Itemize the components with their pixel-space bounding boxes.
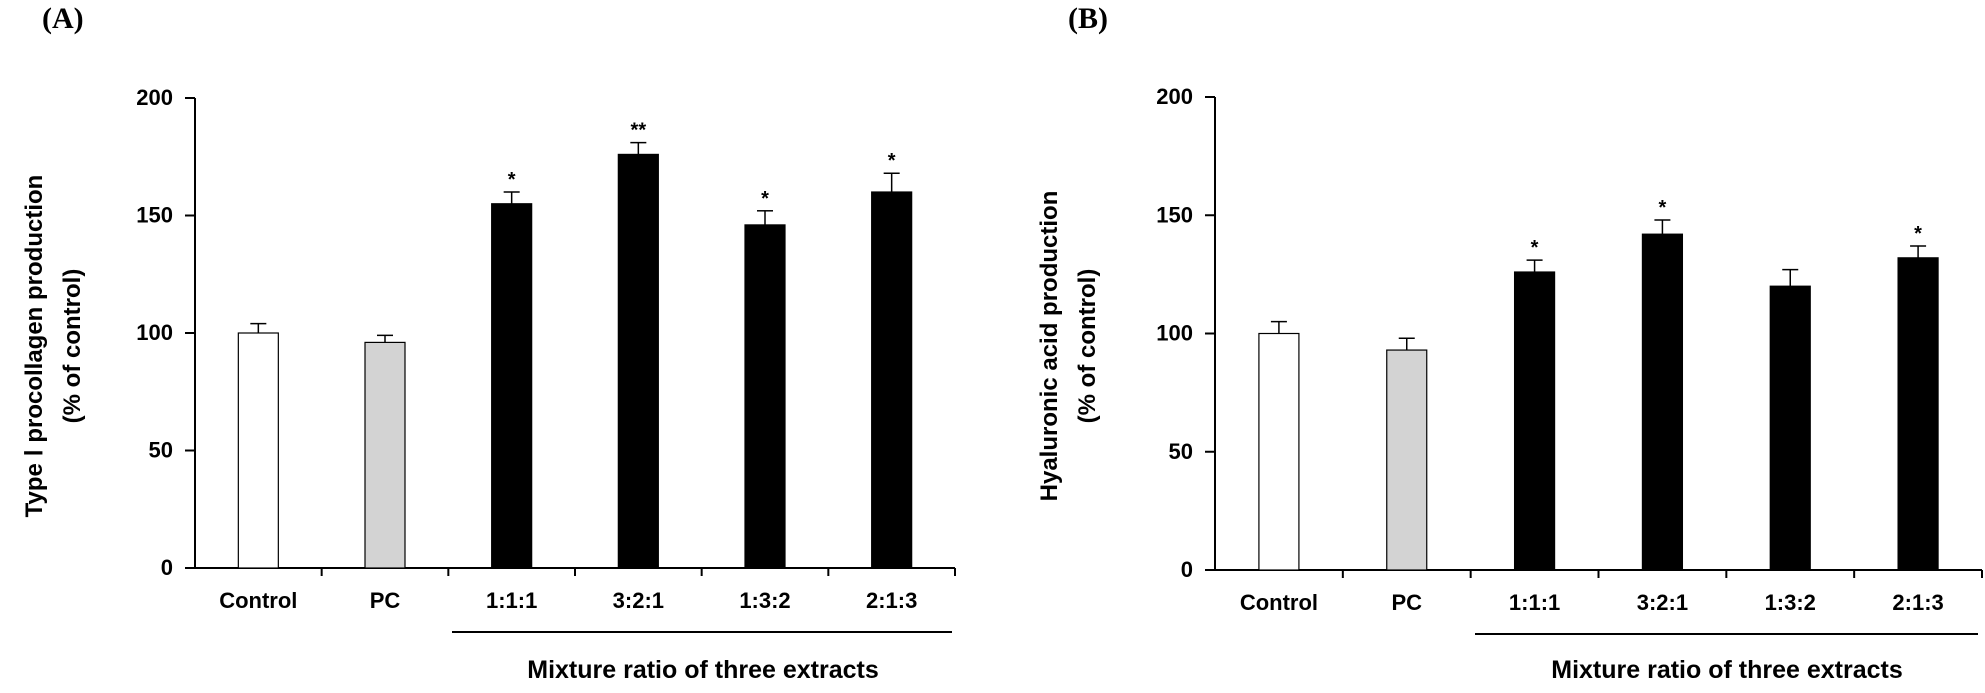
panel-a-y-tick-label: 50	[149, 438, 173, 463]
panel-a-y-axis-title: Type Ⅰ procollagen production (% of cont…	[21, 175, 86, 518]
panel-a-significance-marker: *	[761, 188, 769, 210]
panel-b-y-tick-label: 0	[1181, 557, 1193, 582]
panel-a-category-label: PC	[370, 588, 401, 613]
panel-b-bar-1-1-1	[1513, 271, 1556, 571]
panel-b-group-label: Mixture ratio of three extracts	[1551, 656, 1903, 684]
panel-a-y-tick-label: 0	[161, 555, 173, 580]
panel-a-group-label: Mixture ratio of three extracts	[527, 656, 879, 684]
panel-a-y-axis-title-line1: Type Ⅰ procollagen production	[21, 175, 48, 518]
panel-b-y-tick-label: 150	[1156, 202, 1193, 227]
panel-b-chart: (B) Hyaluronic acid production (% of con…	[1036, 2, 1983, 684]
panel-a-category-label: 1:1:1	[486, 588, 537, 613]
panel-b-significance-marker: *	[1531, 237, 1539, 259]
panel-b-label: (B)	[1068, 2, 1108, 35]
panel-b-bar-1-3-2	[1769, 285, 1811, 571]
panel-b-significance-marker: *	[1914, 223, 1922, 245]
panel-a-bar-1-3-2	[744, 224, 786, 569]
panel-a-label: (A)	[42, 2, 84, 35]
panel-b-bar-control	[1258, 332, 1300, 571]
panel-b-category-label: 1:1:1	[1509, 590, 1560, 615]
panel-a-category-label: Control	[219, 588, 297, 613]
panel-b-bar-2-1-3	[1897, 257, 1939, 571]
panel-a-y-tick-label: 150	[136, 203, 173, 228]
panel-b-category-label: PC	[1391, 590, 1422, 615]
panel-b-y-tick-label: 100	[1156, 321, 1193, 346]
panel-b-plot-area: 0 50 100 150 200 Control PC * 1:1:1 * 3:2:1 1:3:2 * 2…	[1156, 84, 1983, 635]
panel-a-category-label: 2:1:3	[866, 588, 917, 613]
panel-a-significance-marker: *	[508, 169, 516, 191]
panel-b-category-label: 1:3:2	[1765, 590, 1816, 615]
panel-b-category-label: 2:1:3	[1892, 590, 1943, 615]
panel-a-significance-marker: *	[888, 150, 896, 172]
panel-a-bar-pc	[364, 341, 406, 569]
panel-a-plot-area: 0 50 100 150 200 Control PC * 1:1:1 ** 3:2:1 * 1:3:2…	[136, 85, 956, 633]
panel-b-y-axis-title-line2: (% of control)	[1074, 269, 1101, 424]
panel-b-bar-pc	[1386, 349, 1428, 571]
panel-b-y-tick-label: 50	[1169, 439, 1193, 464]
panel-a-bar-1-1-1	[491, 203, 533, 569]
panel-a-bar-3-2-1	[617, 153, 659, 569]
panel-a-bar-2-1-3	[871, 191, 913, 569]
panel-a-significance-marker: **	[631, 120, 647, 142]
panel-b-y-axis-title-line1: Hyaluronic acid production	[1036, 191, 1063, 502]
panel-a-y-tick-label: 200	[136, 85, 173, 110]
panel-a-bar-control	[237, 332, 279, 569]
panel-a-category-label: 1:3:2	[739, 588, 790, 613]
panel-b-category-label: Control	[1240, 590, 1318, 615]
panel-a-y-tick-label: 100	[136, 320, 173, 345]
panel-b-significance-marker: *	[1659, 197, 1667, 219]
panel-b-bar-3-2-1	[1641, 233, 1684, 571]
panel-b-category-label: 3:2:1	[1637, 590, 1688, 615]
panel-b-y-axis-title: Hyaluronic acid production (% of control…	[1036, 191, 1101, 502]
panel-a-category-label: 3:2:1	[613, 588, 664, 613]
panel-b-y-tick-label: 200	[1156, 84, 1193, 109]
panel-a-y-axis-title-line2: (% of control)	[59, 269, 86, 424]
panel-a-chart: (A) Type Ⅰ procollagen production (% of …	[21, 2, 956, 684]
